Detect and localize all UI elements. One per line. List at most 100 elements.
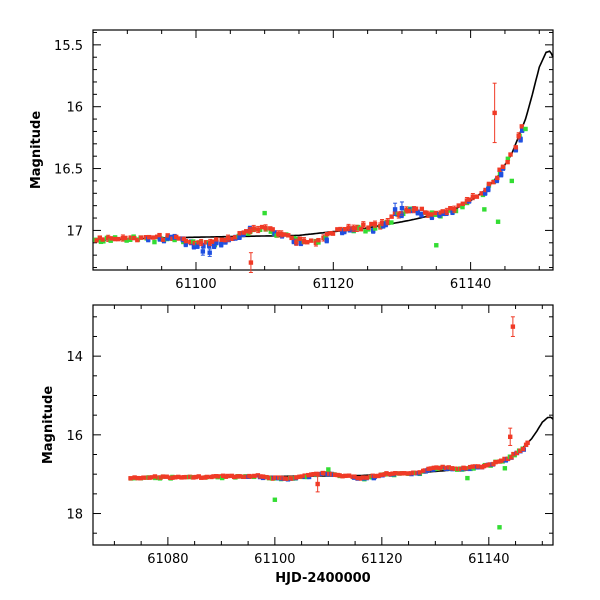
x-tick-label: 61140: [450, 277, 491, 292]
red-data-point: [476, 464, 480, 468]
red-data-point: [226, 236, 230, 240]
green-data-point: [497, 525, 501, 529]
x-tick-label: 61140: [468, 552, 509, 567]
green-data-point: [496, 220, 500, 224]
x-tick-label: 61120: [313, 277, 354, 292]
red-data-point: [316, 238, 320, 242]
y-tick-label: 14: [66, 350, 83, 365]
red-data-point: [128, 476, 132, 480]
bottom-data-points: [128, 317, 529, 530]
green-data-point: [503, 466, 507, 470]
top-panel: 61100 61120 61140 15.5 16 16.5 17 Magnitude: [29, 30, 553, 292]
top-y-axis-title: Magnitude: [29, 111, 44, 190]
top-data-points: [93, 83, 527, 272]
blue-data-point: [486, 187, 490, 191]
red-data-point: [205, 475, 209, 479]
green-data-point: [326, 467, 330, 471]
red-data-point: [452, 207, 456, 211]
red-data-point: [244, 229, 248, 233]
red-data-point: [493, 460, 497, 464]
green-data-point: [273, 498, 277, 502]
green-data-point: [389, 220, 393, 224]
red-data-point: [161, 237, 165, 241]
red-data-point: [123, 236, 127, 240]
red-data-point: [177, 236, 181, 240]
bottom-axis-ticks: 61080 61100 61120 61140 14 16 18: [66, 305, 553, 567]
bottom-panel: 61080 61100 61120 61140 14 16 18 Magnitude HJD…: [41, 305, 553, 586]
red-data-point: [282, 232, 286, 236]
bottom-x-axis-title: HJD-2400000: [275, 571, 370, 586]
red-data-point: [252, 226, 256, 230]
y-tick-label: 18: [66, 508, 83, 523]
model-curve-line: [130, 417, 553, 478]
top-axis-ticks: 61100 61120 61140 15.5 16 16.5 17: [54, 30, 553, 292]
y-tick-label: 15.5: [54, 39, 83, 54]
y-tick-label: 17: [66, 224, 83, 239]
red-data-point: [151, 235, 155, 239]
red-data-point: [100, 237, 104, 241]
red-data-point: [249, 260, 253, 264]
x-tick-label: 61100: [175, 277, 216, 292]
x-tick-label: 61120: [361, 552, 402, 567]
red-data-point: [373, 222, 377, 226]
red-data-point: [116, 237, 120, 241]
x-tick-label: 61100: [254, 552, 295, 567]
red-data-point: [521, 447, 525, 451]
red-data-point: [214, 237, 218, 241]
red-data-point: [508, 435, 512, 439]
red-data-point: [237, 474, 241, 478]
red-data-point: [475, 194, 479, 198]
red-data-point: [361, 475, 365, 479]
red-data-point: [467, 197, 471, 201]
green-data-point: [465, 476, 469, 480]
red-data-point: [461, 202, 465, 206]
red-data-point: [487, 182, 491, 186]
red-data-point: [139, 235, 143, 239]
blue-data-point: [400, 206, 404, 210]
red-data-point: [380, 220, 384, 224]
bottom-plot-frame: [93, 305, 553, 545]
red-data-point: [517, 134, 521, 138]
blue-data-point: [393, 207, 397, 211]
top-model-curve: [93, 51, 553, 240]
red-data-point: [448, 206, 452, 210]
green-data-point: [434, 243, 438, 247]
red-data-point: [263, 226, 267, 230]
red-data-point: [505, 160, 509, 164]
red-data-point: [338, 227, 342, 231]
green-data-point: [262, 211, 266, 215]
red-data-point: [157, 233, 161, 237]
y-tick-label: 16: [66, 429, 83, 444]
bottom-y-axis-title: Magnitude: [41, 386, 56, 465]
red-data-point: [309, 238, 313, 242]
red-data-point: [406, 209, 410, 213]
red-data-point: [331, 231, 335, 235]
red-data-point: [492, 111, 496, 115]
red-data-point: [508, 152, 512, 156]
blue-data-point: [499, 172, 503, 176]
red-data-point: [501, 165, 505, 169]
red-data-point: [414, 207, 418, 211]
red-data-point: [495, 176, 499, 180]
red-data-point: [256, 227, 260, 231]
blue-data-point: [201, 249, 205, 253]
red-data-point: [514, 145, 518, 149]
x-tick-label: 61080: [147, 552, 188, 567]
red-data-point: [147, 235, 151, 239]
red-data-point: [346, 225, 350, 229]
red-data-point: [315, 482, 319, 486]
blue-data-point: [237, 235, 241, 239]
red-data-point: [393, 471, 397, 475]
red-data-point: [225, 474, 229, 478]
blue-data-point: [208, 250, 212, 254]
bottom-model-curve: [130, 417, 553, 478]
green-data-point: [482, 207, 486, 211]
red-data-point: [361, 223, 365, 227]
y-tick-label: 16.5: [54, 163, 83, 178]
green-data-point: [523, 127, 527, 131]
blue-data-point: [219, 242, 223, 246]
red-data-point: [237, 231, 241, 235]
y-tick-label: 16: [66, 101, 83, 116]
red-data-point: [298, 237, 302, 241]
figure: 61100 61120 61140 15.5 16 16.5 17 Magnitude 61…: [0, 0, 600, 600]
